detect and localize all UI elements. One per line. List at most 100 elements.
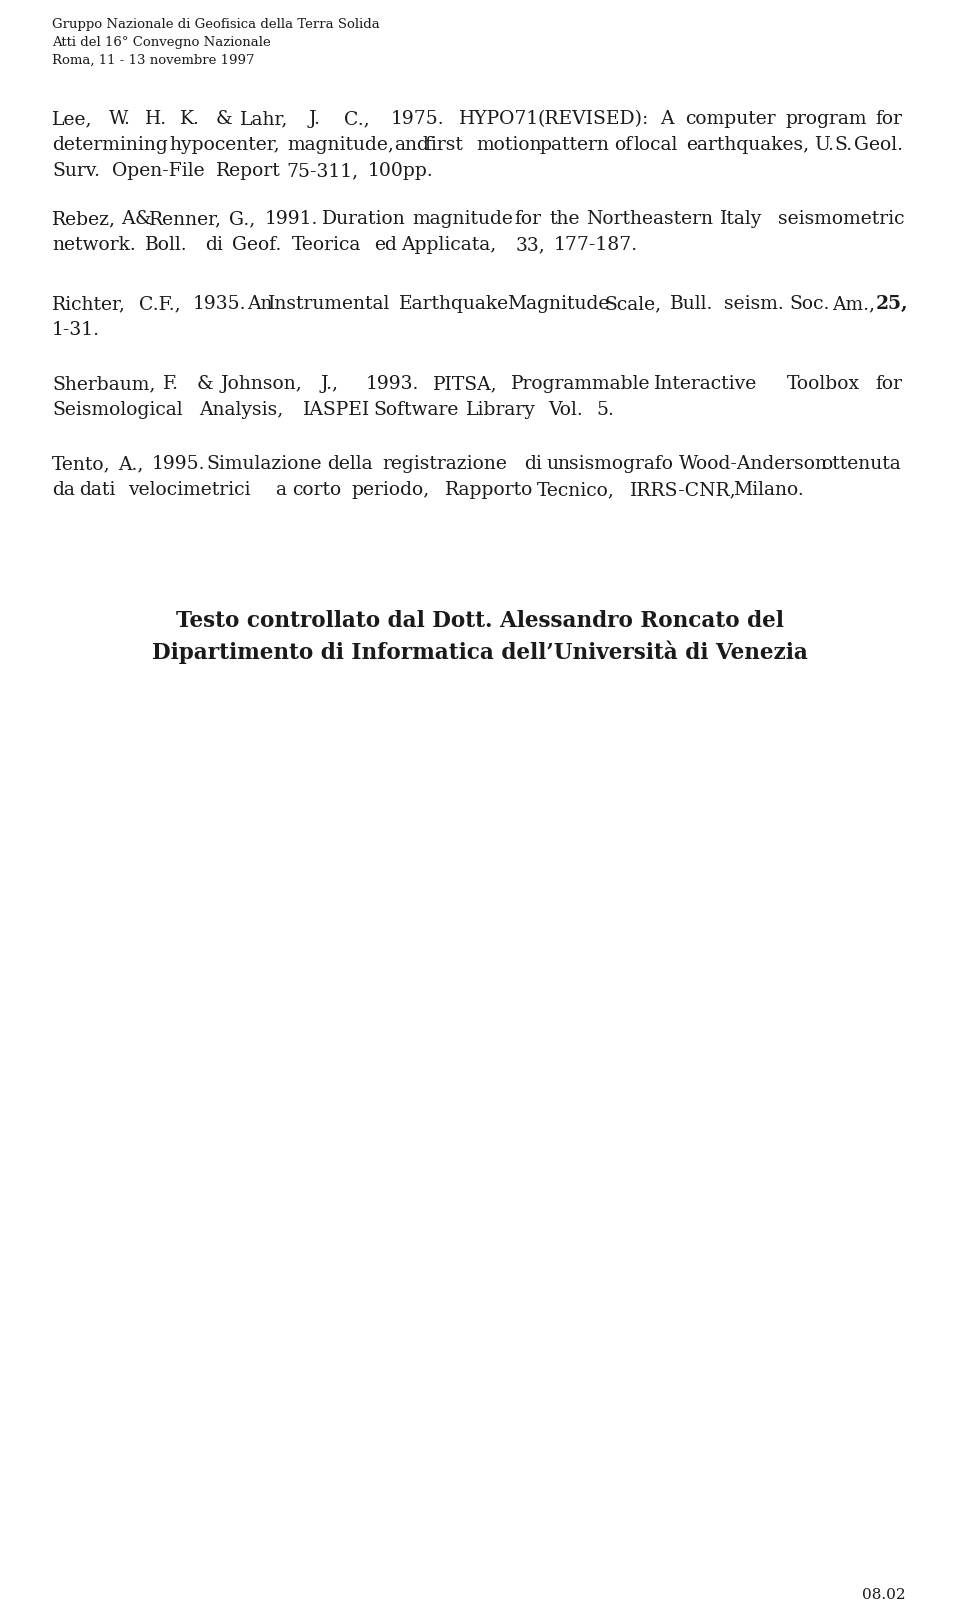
Text: computer: computer <box>684 110 776 127</box>
Text: Interactive: Interactive <box>654 376 757 393</box>
Text: 1-31.: 1-31. <box>52 321 100 339</box>
Text: 08.02: 08.02 <box>862 1588 906 1602</box>
Text: Software: Software <box>373 401 459 419</box>
Text: 25,: 25, <box>876 295 908 313</box>
Text: Milano.: Milano. <box>733 480 804 500</box>
Text: Italy: Italy <box>720 210 762 227</box>
Text: da: da <box>52 480 75 500</box>
Text: determining: determining <box>52 135 168 155</box>
Text: &: & <box>197 376 214 393</box>
Text: the: the <box>550 210 581 227</box>
Text: Duration: Duration <box>323 210 406 227</box>
Text: Roma, 11 - 13 novembre 1997: Roma, 11 - 13 novembre 1997 <box>52 53 254 68</box>
Text: magnitude,: magnitude, <box>287 135 394 155</box>
Text: Surv.: Surv. <box>52 161 100 181</box>
Text: Seismological: Seismological <box>52 401 182 419</box>
Text: motion: motion <box>476 135 542 155</box>
Text: Testo controllato dal Dott. Alessandro Roncato del: Testo controllato dal Dott. Alessandro R… <box>176 609 784 632</box>
Text: IRRS-CNR,: IRRS-CNR, <box>630 480 736 500</box>
Text: for: for <box>876 110 902 127</box>
Text: Teorica: Teorica <box>292 235 361 255</box>
Text: sismografo: sismografo <box>569 455 673 472</box>
Text: Johnson,: Johnson, <box>221 376 302 393</box>
Text: PITSA,: PITSA, <box>433 376 497 393</box>
Text: 177-187.: 177-187. <box>554 235 637 255</box>
Text: program: program <box>785 110 867 127</box>
Text: A: A <box>660 110 674 127</box>
Text: Sherbaum,: Sherbaum, <box>52 376 156 393</box>
Text: Open-File: Open-File <box>112 161 204 181</box>
Text: local: local <box>634 135 678 155</box>
Text: registrazione: registrazione <box>382 455 507 472</box>
Text: H.: H. <box>145 110 167 127</box>
Text: Wood-Anderson: Wood-Anderson <box>679 455 828 472</box>
Text: Dipartimento di Informatica dell’Università di Venezia: Dipartimento di Informatica dell’Univers… <box>152 640 808 664</box>
Text: seism.: seism. <box>724 295 783 313</box>
Text: (REVISED):: (REVISED): <box>538 110 649 127</box>
Text: Richter,: Richter, <box>52 295 126 313</box>
Text: K.: K. <box>180 110 200 127</box>
Text: pattern: pattern <box>540 135 610 155</box>
Text: hypocenter,: hypocenter, <box>170 135 280 155</box>
Text: and: and <box>394 135 429 155</box>
Text: Tecnico,: Tecnico, <box>538 480 615 500</box>
Text: dati: dati <box>80 480 116 500</box>
Text: for: for <box>514 210 540 227</box>
Text: Geol.: Geol. <box>853 135 902 155</box>
Text: earthquakes,: earthquakes, <box>685 135 809 155</box>
Text: Lahr,: Lahr, <box>240 110 289 127</box>
Text: A.,: A., <box>118 455 143 472</box>
Text: ottenuta: ottenuta <box>821 455 900 472</box>
Text: 1993.: 1993. <box>366 376 420 393</box>
Text: Earthquake: Earthquake <box>398 295 509 313</box>
Text: S.: S. <box>834 135 852 155</box>
Text: Geof.: Geof. <box>232 235 281 255</box>
Text: &: & <box>216 110 232 127</box>
Text: W.: W. <box>109 110 132 127</box>
Text: Atti del 16° Convegno Nazionale: Atti del 16° Convegno Nazionale <box>52 35 271 48</box>
Text: della: della <box>327 455 372 472</box>
Text: Toolbox: Toolbox <box>786 376 859 393</box>
Text: Analysis,: Analysis, <box>199 401 283 419</box>
Text: Northeastern: Northeastern <box>586 210 713 227</box>
Text: IASPEI: IASPEI <box>302 401 370 419</box>
Text: Soc.: Soc. <box>789 295 829 313</box>
Text: network.: network. <box>52 235 135 255</box>
Text: first: first <box>424 135 464 155</box>
Text: a: a <box>276 480 286 500</box>
Text: Report: Report <box>215 161 280 181</box>
Text: Programmable: Programmable <box>511 376 651 393</box>
Text: magnitude: magnitude <box>413 210 514 227</box>
Text: velocimetrici: velocimetrici <box>129 480 251 500</box>
Text: 100pp.: 100pp. <box>368 161 434 181</box>
Text: 1975.: 1975. <box>391 110 444 127</box>
Text: Simulazione: Simulazione <box>206 455 322 472</box>
Text: Library: Library <box>466 401 536 419</box>
Text: 1935.: 1935. <box>193 295 247 313</box>
Text: seismometric: seismometric <box>778 210 904 227</box>
Text: di: di <box>524 455 542 472</box>
Text: 33,: 33, <box>516 235 545 255</box>
Text: Rapporto: Rapporto <box>444 480 533 500</box>
Text: Rebez,: Rebez, <box>52 210 116 227</box>
Text: C.F.,: C.F., <box>139 295 180 313</box>
Text: Bull.: Bull. <box>670 295 713 313</box>
Text: Magnitude: Magnitude <box>507 295 610 313</box>
Text: ed: ed <box>373 235 396 255</box>
Text: J.,: J., <box>321 376 339 393</box>
Text: Am.,: Am., <box>832 295 876 313</box>
Text: Gruppo Nazionale di Geofisica della Terra Solida: Gruppo Nazionale di Geofisica della Terr… <box>52 18 380 31</box>
Text: un: un <box>547 455 571 472</box>
Text: 1995.: 1995. <box>152 455 204 472</box>
Text: Renner,: Renner, <box>149 210 222 227</box>
Text: Instrumental: Instrumental <box>269 295 391 313</box>
Text: &: & <box>134 210 152 227</box>
Text: of: of <box>613 135 632 155</box>
Text: 1991.: 1991. <box>265 210 318 227</box>
Text: Applicata,: Applicata, <box>401 235 496 255</box>
Text: An: An <box>247 295 273 313</box>
Text: corto: corto <box>292 480 341 500</box>
Text: A: A <box>121 210 134 227</box>
Text: Boll.: Boll. <box>145 235 187 255</box>
Text: Scale,: Scale, <box>605 295 662 313</box>
